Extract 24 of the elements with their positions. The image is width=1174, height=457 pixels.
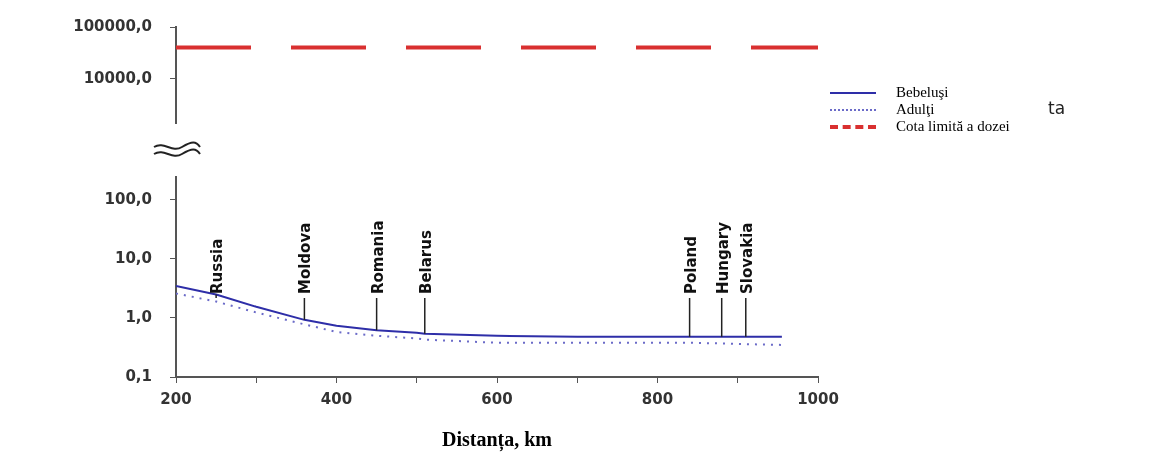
legend-label: Bebeluşi: [896, 84, 949, 101]
x-tick-label: 800: [641, 389, 674, 408]
y-tick-label: 1,0: [125, 307, 152, 326]
y-tick-label: 0,1: [125, 366, 152, 385]
x-tick-label: 200: [160, 389, 192, 408]
y-tick-label: 100,0: [104, 189, 152, 208]
legend-label: Adulţi: [896, 101, 935, 118]
annotation: Moldova: [296, 222, 315, 294]
annotation: Belarus: [416, 230, 435, 294]
y-tick-label: 100000,0: [73, 16, 152, 35]
text: ta: [1048, 98, 1066, 118]
annotation: Romania: [368, 220, 387, 294]
line-series: [176, 292, 783, 346]
x-tick-label: 1000: [797, 389, 839, 408]
x-tick-label: 400: [320, 389, 353, 408]
y-tick-label: 10000,0: [83, 68, 152, 87]
annotation: Slovakia: [737, 222, 756, 294]
x-axis-title: Distanța, km: [441, 428, 553, 453]
annotation: Hungary: [713, 221, 732, 294]
x-tick-label: 600: [481, 389, 513, 408]
annotation: Poland: [681, 236, 700, 294]
annotation: Russia: [208, 238, 227, 294]
y-tick-label: 10,0: [114, 248, 152, 267]
legend-label: Cota limită a dozei: [896, 118, 1010, 135]
